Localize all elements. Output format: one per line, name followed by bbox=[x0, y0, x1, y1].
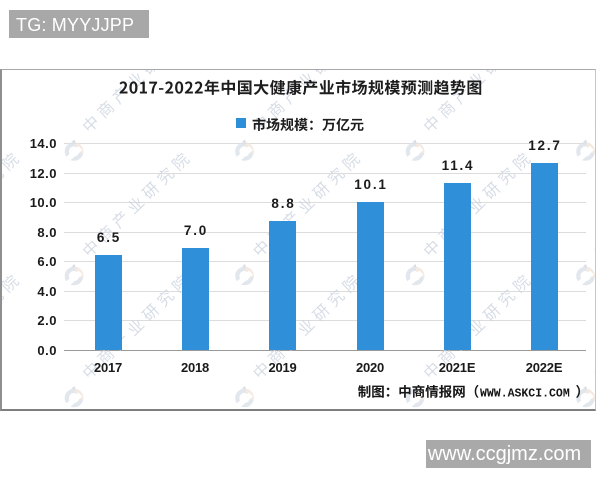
svg-text:WWW.ASKCI.COM: WWW.ASKCI.COM bbox=[480, 388, 570, 401]
